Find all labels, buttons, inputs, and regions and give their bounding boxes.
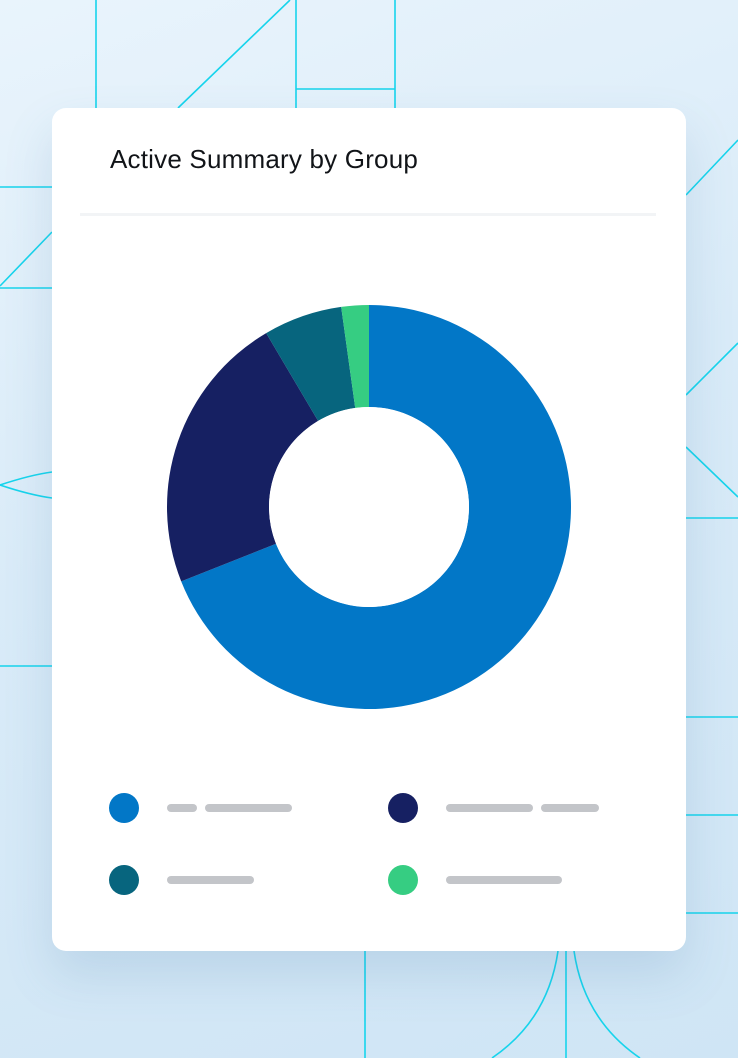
legend-swatch: [109, 793, 139, 823]
legend-item-2: [388, 793, 608, 823]
legend-swatch: [388, 793, 418, 823]
legend-label-placeholder: [446, 804, 533, 812]
legend-label-placeholder: [167, 804, 197, 812]
donut-slice-3: [266, 306, 356, 421]
legend-item-3: [109, 865, 299, 895]
donut-slice-2: [166, 333, 319, 582]
legend-item-4: [388, 865, 608, 895]
legend-swatch: [109, 865, 139, 895]
legend-label-placeholder: [446, 876, 562, 884]
donut-slice-4: [341, 305, 369, 408]
donut-slice-1: [181, 305, 571, 709]
legend-label-placeholder: [541, 804, 599, 812]
donut-hole: [269, 407, 469, 607]
donut-chart: [166, 305, 571, 709]
legend-label-placeholder: [205, 804, 292, 812]
card-divider: [80, 213, 656, 216]
card-title: Active Summary by Group: [110, 144, 419, 174]
legend-swatch: [388, 865, 418, 895]
summary-card: Active Summary by Group: [52, 108, 686, 951]
legend-item-1: [109, 793, 299, 823]
legend-label-placeholder: [167, 876, 254, 884]
